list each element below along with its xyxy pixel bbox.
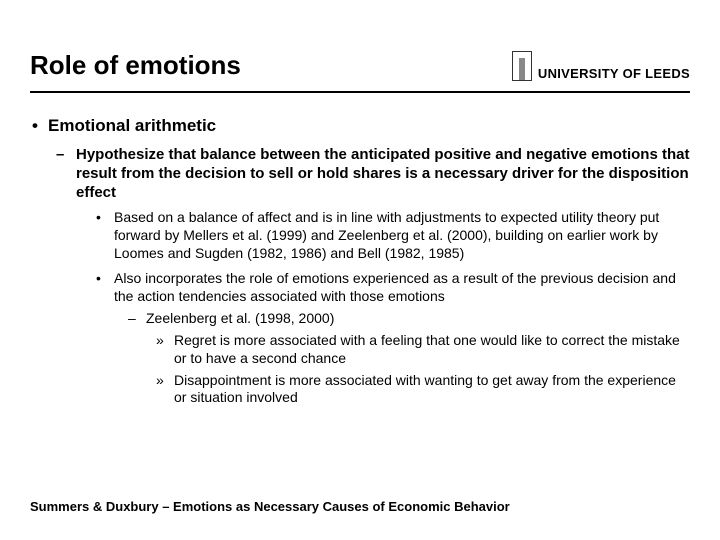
header-row: Role of emotions UNIVERSITY OF LEEDS [30,50,690,81]
bullet-level-5: Disappointment is more associated with w… [152,372,690,408]
title-underline [30,91,690,93]
bullet-level-1: Emotional arithmetic [30,115,690,137]
tower-shape-icon [519,58,525,80]
bullet-level-4: Zeelenberg et al. (1998, 2000) [124,310,690,328]
footer: Summers & Duxbury – Emotions as Necessar… [30,499,510,514]
logo: UNIVERSITY OF LEEDS [512,51,690,81]
logo-text: UNIVERSITY OF LEEDS [538,66,690,81]
bullet-level-3: Also incorporates the role of emotions e… [92,270,690,306]
bullet-level-2: Hypothesize that balance between the ant… [52,145,690,203]
content: Emotional arithmetic Hypothesize that ba… [30,115,690,409]
page-title: Role of emotions [30,50,241,81]
slide: Role of emotions UNIVERSITY OF LEEDS Emo… [0,0,720,540]
bullet-level-5: Regret is more associated with a feeling… [152,332,690,368]
university-tower-icon [512,51,532,81]
bullet-level-3: Based on a balance of affect and is in l… [92,209,690,263]
